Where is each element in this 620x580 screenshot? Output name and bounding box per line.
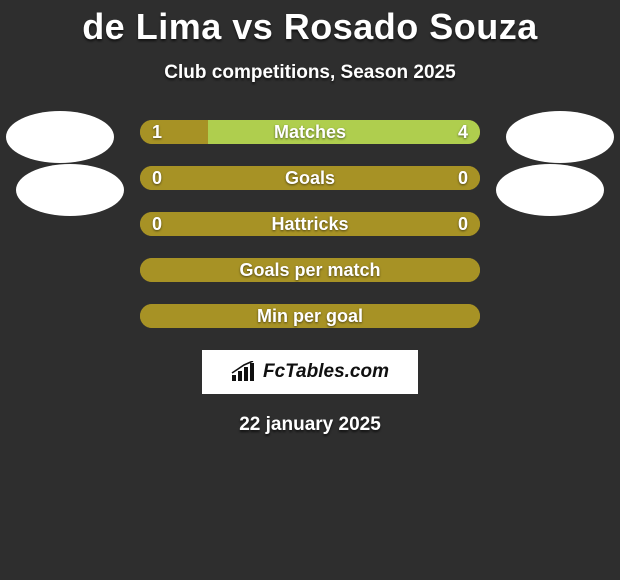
logo-text: FcTables.com (263, 361, 389, 383)
stat-bar-label-row: Min per goal (140, 304, 480, 328)
generation-date: 22 january 2025 (0, 414, 620, 436)
stat-bar-label-row: 0Goals0 (140, 166, 480, 190)
player-avatar-right (506, 111, 614, 163)
stat-name: Matches (140, 122, 480, 143)
player-avatar-right (496, 164, 604, 216)
site-logo: FcTables.com (202, 350, 418, 394)
stat-name: Hattricks (140, 214, 480, 235)
stat-bar-label-row: Goals per match (140, 258, 480, 282)
stat-bar-label-row: 0Hattricks0 (140, 212, 480, 236)
stat-bar: Goals per match (140, 258, 480, 282)
comparison-infographic: de Lima vs Rosado Souza Club competition… (0, 0, 620, 580)
stat-bar: 0Hattricks0 (140, 212, 480, 236)
bar-chart-icon (231, 361, 257, 383)
page-subtitle: Club competitions, Season 2025 (0, 62, 620, 84)
stat-name: Goals (140, 168, 480, 189)
stat-name: Min per goal (140, 306, 480, 327)
stat-bar: Min per goal (140, 304, 480, 328)
stat-bar: 0Goals0 (140, 166, 480, 190)
player-avatar-left (16, 164, 124, 216)
stat-name: Goals per match (140, 260, 480, 281)
player-avatar-left (6, 111, 114, 163)
stat-bar: 1Matches4 (140, 120, 480, 144)
page-title: de Lima vs Rosado Souza (0, 0, 620, 48)
stat-bar-label-row: 1Matches4 (140, 120, 480, 144)
